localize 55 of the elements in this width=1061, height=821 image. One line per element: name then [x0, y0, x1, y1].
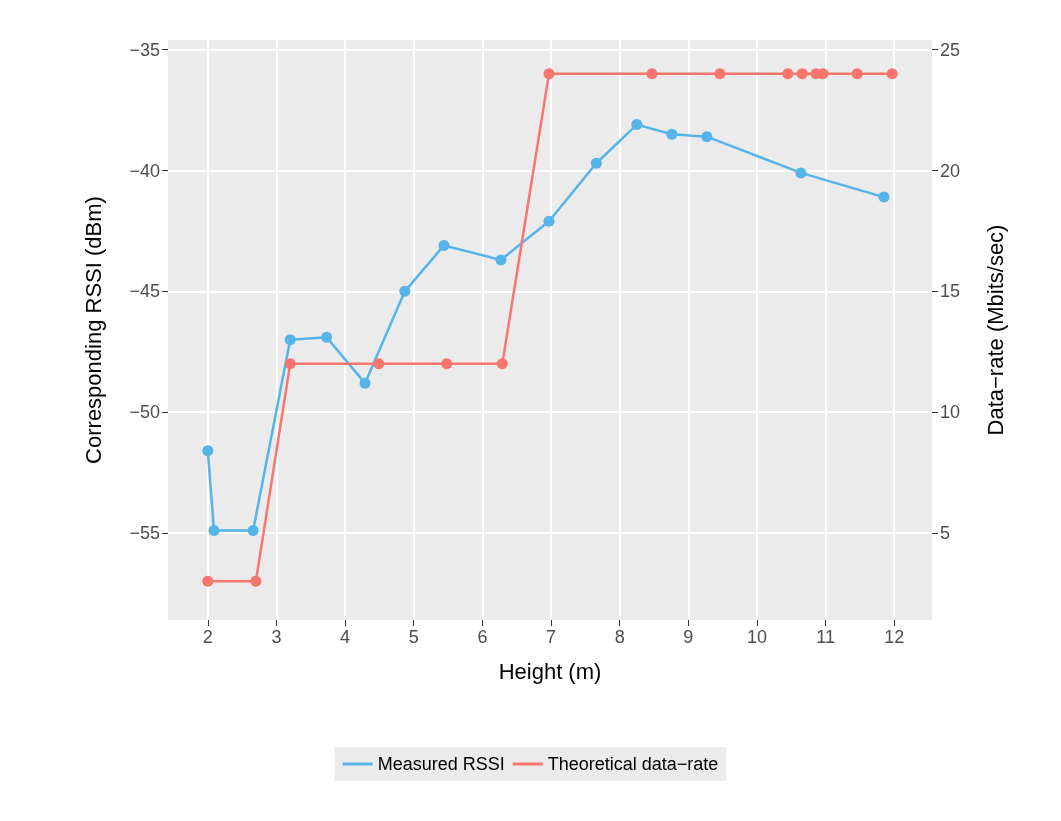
x-tick-label: 4 [340, 627, 351, 647]
point [543, 68, 555, 80]
point [438, 239, 450, 251]
x-tick-label: 5 [408, 627, 419, 647]
y-axis-title: Corresponding RSSI (dBm) [80, 196, 106, 464]
point [247, 525, 259, 537]
y2-tick-label: 15 [940, 281, 961, 302]
point [202, 445, 214, 457]
y-tick-label: −50 [129, 402, 160, 423]
point [208, 525, 220, 537]
x-tick-label: 7 [546, 627, 557, 647]
legend-label: Measured RSSI [377, 754, 505, 774]
point [495, 254, 507, 266]
point [666, 128, 678, 140]
y2-tick-label: 5 [940, 523, 951, 543]
point [284, 334, 296, 346]
point [701, 131, 713, 143]
point [284, 358, 296, 370]
legend-label: Theoretical data−rate [547, 754, 719, 774]
y-tick-label: −35 [129, 39, 160, 60]
point [373, 358, 385, 370]
point [782, 68, 794, 80]
point [250, 575, 262, 587]
x-tick-label: 8 [614, 627, 625, 647]
point [878, 191, 890, 203]
point [796, 68, 808, 80]
y2-axis-title: Data−rate (Mbits/sec) [982, 224, 1008, 436]
y2-tick-label: 10 [940, 402, 961, 423]
x-tick-label: 3 [271, 627, 282, 647]
point [321, 331, 333, 343]
point [590, 157, 602, 169]
point [359, 377, 371, 389]
point [441, 358, 453, 370]
point [496, 358, 508, 370]
point [543, 215, 555, 227]
x-tick-label: 2 [202, 627, 213, 647]
point [202, 575, 214, 587]
y2-tick-label: 20 [940, 160, 961, 181]
x-tick-label: 11 [816, 627, 835, 647]
x-tick-label: 12 [884, 627, 905, 647]
point [399, 285, 411, 297]
x-tick-label: 6 [477, 627, 488, 647]
point [646, 68, 658, 80]
y2-tick-label: 25 [940, 39, 961, 60]
x-tick-label: 9 [683, 627, 694, 647]
point [714, 68, 726, 80]
x-tick-label: 10 [746, 627, 767, 647]
point [851, 68, 863, 80]
x-axis-title: Height (m) [498, 658, 602, 684]
point [631, 119, 643, 131]
y-tick-label: −55 [129, 523, 160, 543]
point [795, 167, 807, 179]
point [886, 68, 898, 80]
y-tick-label: −40 [129, 160, 160, 181]
y-tick-label: −45 [129, 281, 160, 302]
